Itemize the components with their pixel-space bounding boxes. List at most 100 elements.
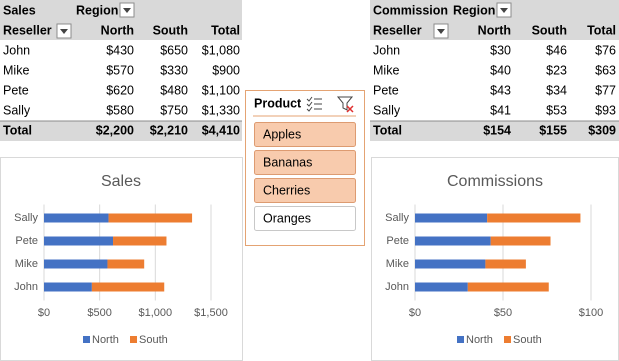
row-label: Sally bbox=[373, 103, 401, 117]
slicer-item[interactable] bbox=[254, 178, 356, 203]
y-tick-label: Mike bbox=[15, 258, 38, 270]
pivot-column-label: Region bbox=[76, 3, 118, 17]
cell-value: $63 bbox=[595, 63, 616, 77]
legend-label: North bbox=[466, 334, 493, 346]
slicer-item-label: Oranges bbox=[263, 211, 311, 225]
slicer-title: Product bbox=[254, 96, 302, 110]
column-header: Reseller bbox=[373, 23, 422, 37]
total-cell: $154 bbox=[483, 123, 511, 137]
cell-value: $40 bbox=[490, 63, 511, 77]
cell-value: $46 bbox=[546, 43, 567, 57]
filter-dropdown[interactable] bbox=[56, 23, 72, 39]
bar-segment bbox=[91, 282, 165, 292]
total-cell: $155 bbox=[539, 123, 567, 137]
column-header: North bbox=[478, 23, 511, 37]
legend-swatch bbox=[504, 336, 511, 343]
y-tick-label: Pete bbox=[15, 235, 38, 247]
legend-swatch bbox=[130, 336, 137, 343]
cell-value: $1,330 bbox=[202, 103, 240, 117]
cell-value: $650 bbox=[160, 43, 188, 57]
column-header: Total bbox=[587, 23, 616, 37]
legend-swatch bbox=[83, 336, 90, 343]
x-tick-label: $0 bbox=[38, 307, 50, 319]
bar-segment bbox=[44, 236, 114, 246]
row-label: Mike bbox=[373, 63, 399, 77]
slicer-item-label: Apples bbox=[263, 127, 301, 141]
chart-frame bbox=[0, 157, 243, 361]
column-header: Reseller bbox=[3, 23, 52, 37]
bar-segment bbox=[415, 282, 468, 292]
x-tick-label: $500 bbox=[87, 307, 111, 319]
bar-segment bbox=[107, 259, 145, 269]
cell-value: $41 bbox=[490, 103, 511, 117]
multi-select-button[interactable] bbox=[306, 96, 322, 112]
y-tick-label: Sally bbox=[385, 212, 409, 224]
cell-value: $580 bbox=[106, 103, 134, 117]
cell-value: $43 bbox=[490, 83, 511, 97]
cell-value: $53 bbox=[546, 103, 567, 117]
bar-segment bbox=[490, 236, 551, 246]
bar-segment bbox=[415, 213, 488, 223]
pivot-total-bg bbox=[0, 121, 242, 141]
filter-dropdown[interactable] bbox=[119, 2, 135, 18]
x-tick-label: $1,000 bbox=[139, 307, 173, 319]
clear-filter-button[interactable] bbox=[336, 96, 354, 113]
row-label: Mike bbox=[3, 63, 29, 77]
cell-value: $430 bbox=[106, 43, 134, 57]
slicer-item[interactable] bbox=[254, 122, 356, 147]
column-header: South bbox=[153, 23, 188, 37]
slicer-item[interactable] bbox=[254, 206, 356, 231]
bar-segment bbox=[44, 259, 108, 269]
bar-segment bbox=[467, 282, 549, 292]
column-header: South bbox=[532, 23, 567, 37]
cell-value: $77 bbox=[595, 83, 616, 97]
bar-segment bbox=[113, 236, 167, 246]
legend-label: North bbox=[92, 334, 119, 346]
cell-value: $1,100 bbox=[202, 83, 240, 97]
pivot-total-bg bbox=[370, 121, 619, 141]
slicer-item-label: Cherries bbox=[263, 183, 310, 197]
filter-dropdown[interactable] bbox=[433, 23, 449, 39]
cell-value: $1,080 bbox=[202, 43, 240, 57]
row-label: Pete bbox=[373, 83, 399, 97]
cell-value: $480 bbox=[160, 83, 188, 97]
total-cell: Total bbox=[373, 123, 402, 137]
row-label: Sally bbox=[3, 103, 31, 117]
total-cell: $2,210 bbox=[150, 123, 188, 137]
x-tick-label: $0 bbox=[409, 307, 421, 319]
legend-label: South bbox=[513, 334, 542, 346]
cell-value: $330 bbox=[160, 63, 188, 77]
row-label: Pete bbox=[3, 83, 29, 97]
pivot-header-bg bbox=[370, 0, 619, 40]
cell-value: $23 bbox=[546, 63, 567, 77]
y-tick-label: Mike bbox=[386, 258, 409, 270]
x-tick-label: $50 bbox=[494, 307, 512, 319]
y-tick-label: Pete bbox=[386, 235, 409, 247]
cell-value: $30 bbox=[490, 43, 511, 57]
total-cell: $309 bbox=[588, 123, 616, 137]
row-label: John bbox=[373, 43, 400, 57]
chart-title: Commissions bbox=[447, 173, 543, 190]
row-label: John bbox=[3, 43, 30, 57]
chart-title: Sales bbox=[101, 173, 141, 190]
pivot-column-label: Region bbox=[453, 3, 495, 17]
x-tick-label: $100 bbox=[579, 307, 603, 319]
column-header: Total bbox=[211, 23, 240, 37]
total-cell: $4,410 bbox=[202, 123, 240, 137]
slicer-item[interactable] bbox=[254, 150, 356, 175]
cell-value: $76 bbox=[595, 43, 616, 57]
cell-value: $34 bbox=[546, 83, 567, 97]
column-header: North bbox=[101, 23, 134, 37]
bar-segment bbox=[415, 236, 491, 246]
y-tick-label: John bbox=[385, 281, 409, 293]
bar-segment bbox=[108, 213, 193, 223]
pivot-title: Commission bbox=[373, 3, 448, 17]
filter-dropdown[interactable] bbox=[496, 2, 512, 18]
cell-value: $750 bbox=[160, 103, 188, 117]
total-cell: $2,200 bbox=[96, 123, 134, 137]
pivot-title: Sales bbox=[3, 3, 36, 17]
bar-segment bbox=[485, 259, 526, 269]
bar-segment bbox=[487, 213, 581, 223]
bar-segment bbox=[44, 282, 92, 292]
